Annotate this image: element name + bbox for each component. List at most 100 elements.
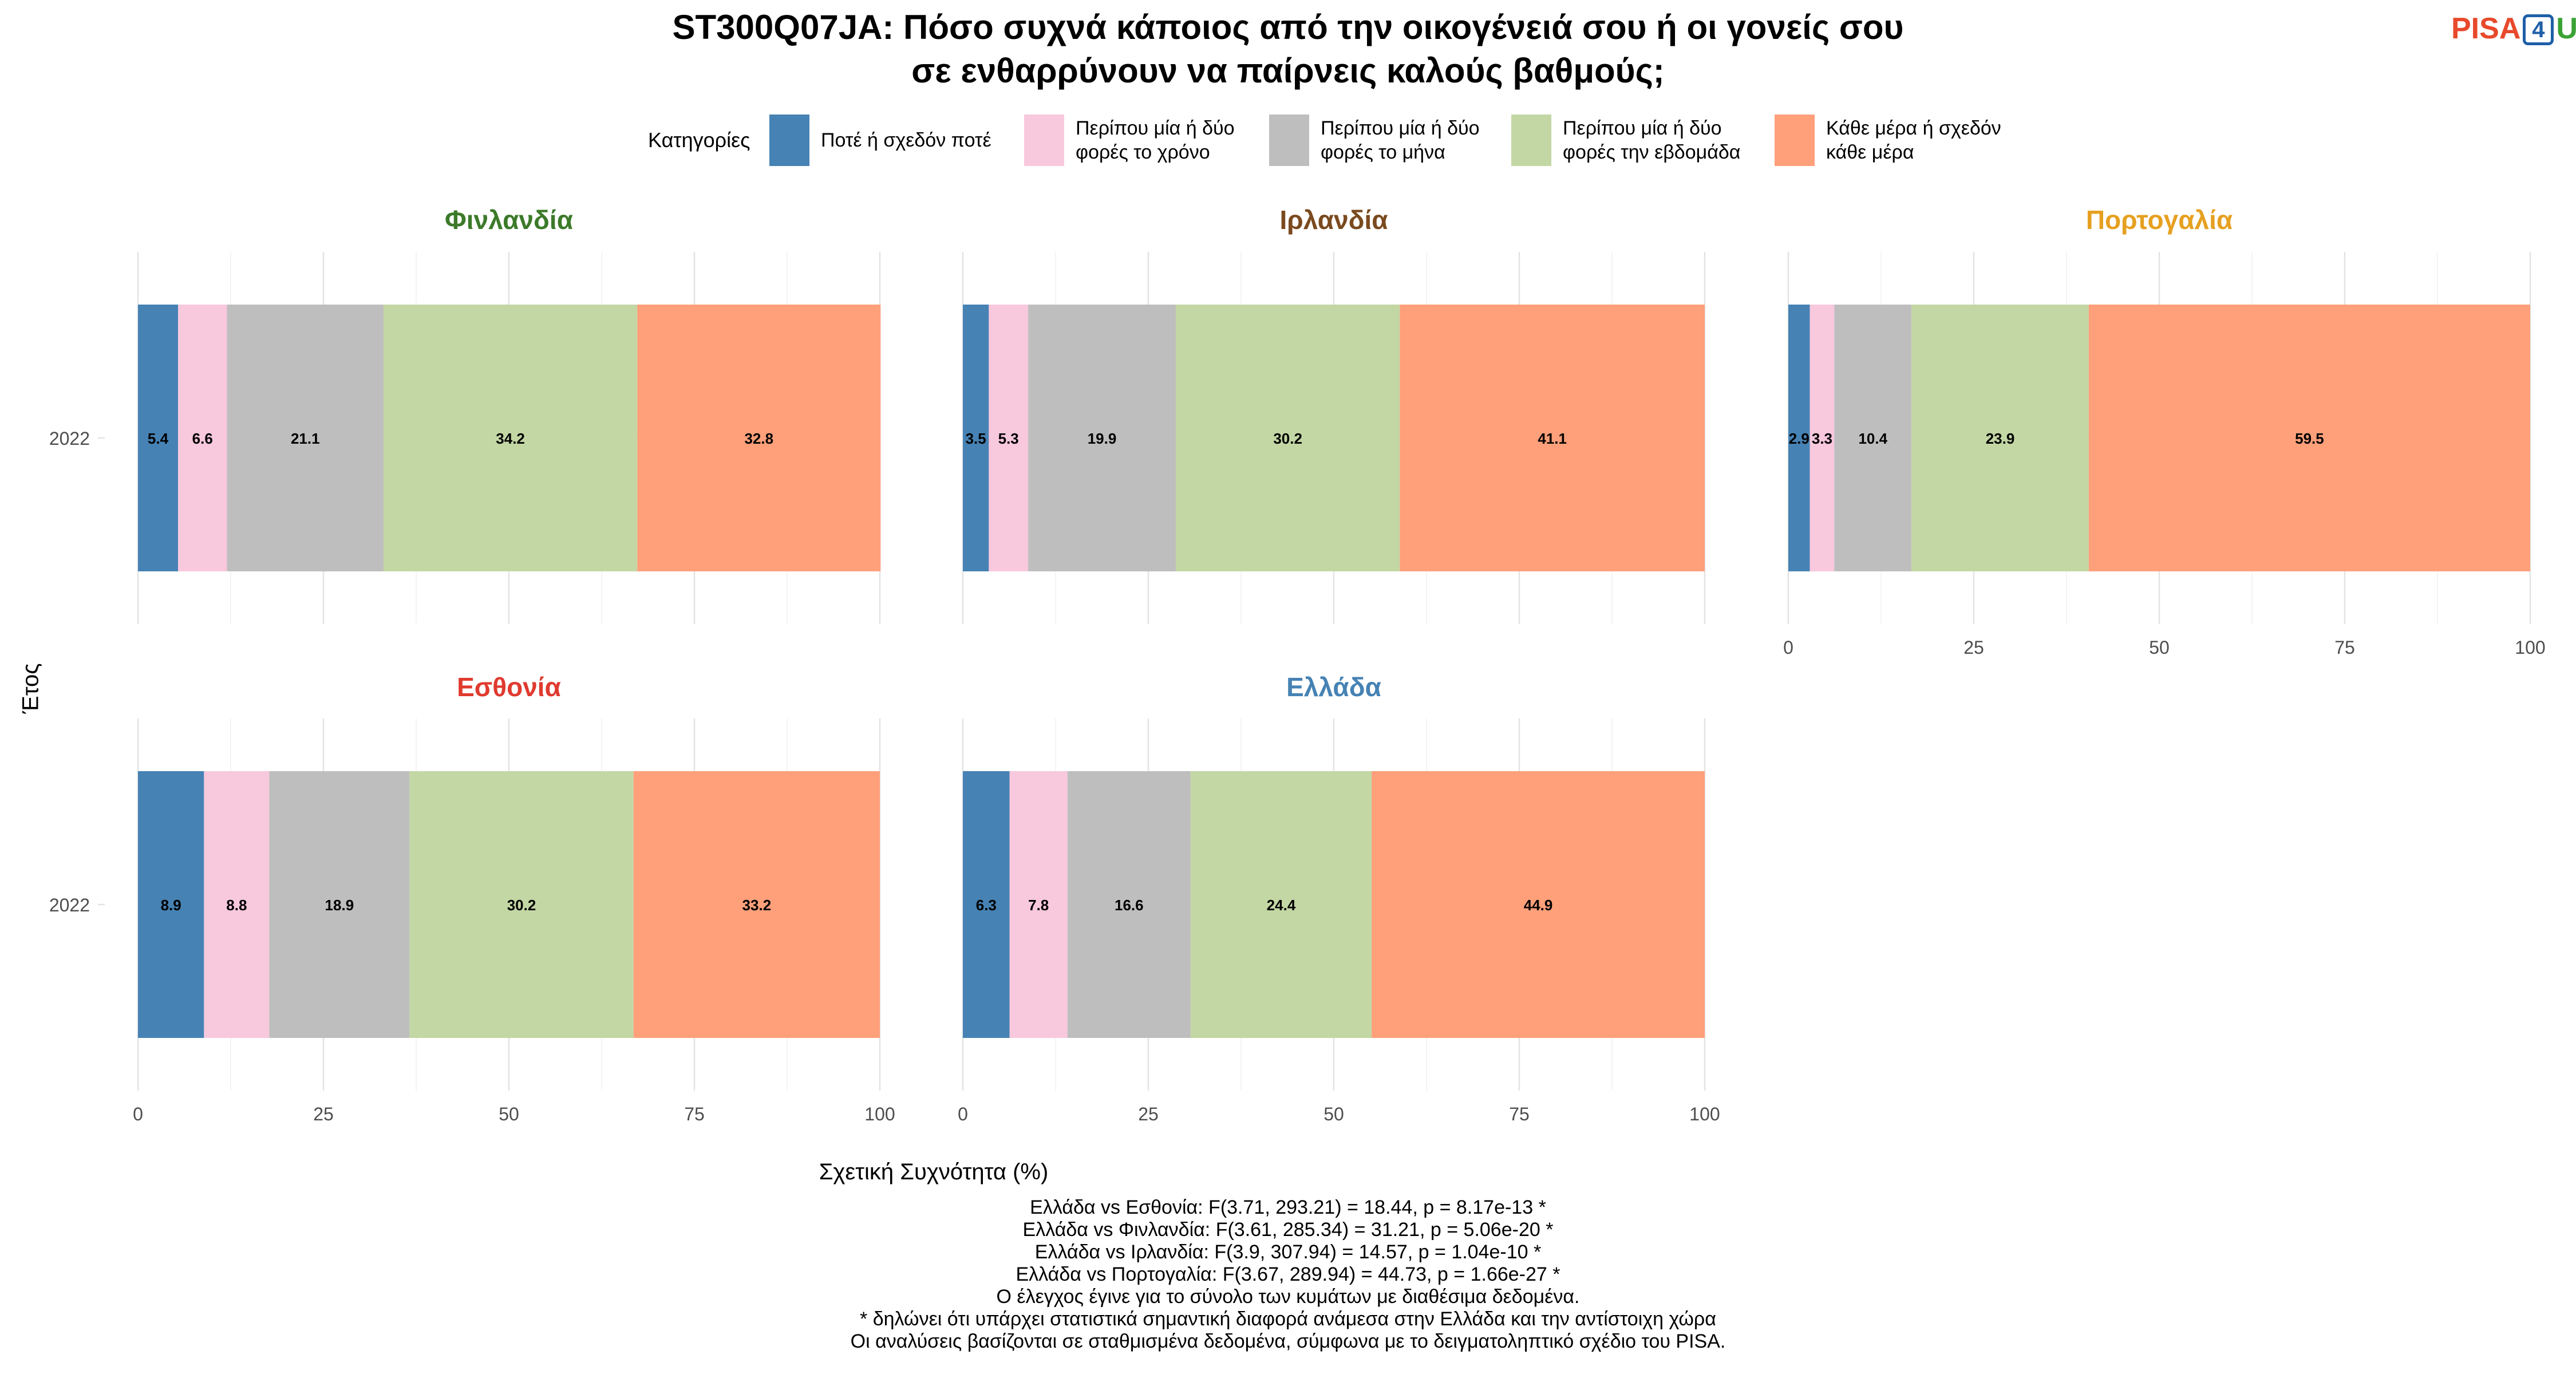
legend-label-yearly: Περίπου μία ή δύο φορές το χρόνο — [1076, 117, 1235, 163]
bar-segment-never — [138, 771, 204, 1038]
x-tick-label: 50 — [2149, 637, 2170, 658]
legend-label-monthly: Περίπου μία ή δύο φορές το μήνα — [1321, 117, 1480, 163]
data-label-weekly: 34.2 — [496, 430, 525, 447]
footer-line: Οι αναλύσεις βασίζονται σε σταθμισμένα δ… — [850, 1330, 1726, 1352]
footer-line: * δηλώνει ότι υπάρχει στατιστικά σημαντι… — [860, 1308, 1716, 1330]
x-tick-label: 100 — [2515, 637, 2545, 658]
bar-segment-yearly — [204, 771, 270, 1038]
data-label-daily: 59.5 — [2295, 430, 2324, 447]
y-tick-label: 2022 — [49, 895, 90, 915]
logo-u-text: U — [2556, 12, 2576, 45]
bar-segment-weekly — [1175, 305, 1400, 571]
legend-label-weekly: Περίπου μία ή δύο φορές την εβδομάδα — [1563, 117, 1741, 163]
footer-line: Ελλάδα vs Πορτογαλία: F(3.67, 289.94) = … — [1016, 1264, 1560, 1285]
facet-title: Ιρλανδία — [1279, 205, 1388, 235]
data-label-monthly: 10.4 — [1858, 430, 1887, 447]
data-label-daily: 44.9 — [1524, 897, 1553, 914]
x-tick-label: 0 — [958, 1104, 968, 1124]
facet-panel: Ιρλανδία 3.5 5.3 19.9 30.2 41.1 — [962, 205, 1706, 624]
footer-notes: Ελλάδα vs Εσθονία: F(3.71, 293.21) = 18.… — [0, 1197, 2576, 1353]
legend-label-never: Ποτέ ή σχεδόν ποτέ — [821, 129, 991, 151]
facet-title: Εσθονία — [457, 672, 561, 702]
data-label-yearly: 5.3 — [998, 430, 1019, 447]
data-label-weekly: 30.2 — [1273, 430, 1302, 447]
pisa4u-logo: PISA 4 U — [2451, 13, 2576, 45]
legend-swatch-daily — [1775, 114, 1815, 166]
facet-panel: Πορτογαλία 2.9 3.3 10.4 23.9 59.5 0 25 50 75 100 — [1783, 205, 2546, 658]
data-label-never: 3.5 — [966, 430, 986, 447]
data-label-monthly: 16.6 — [1115, 897, 1144, 914]
x-tick-label: 75 — [2334, 637, 2355, 658]
data-label-weekly: 23.9 — [1986, 430, 2015, 447]
x-tick-label: 100 — [864, 1104, 895, 1124]
logo-pisa-text: PISA — [2451, 12, 2521, 45]
y-tick-label: 2022 — [49, 428, 90, 449]
legend-swatch-never — [769, 114, 809, 166]
data-label-yearly: 7.8 — [1028, 897, 1049, 914]
chart-title-line-1: ST300Q07JA: Πόσο συχνά κάποιος από την ο… — [672, 8, 1904, 46]
facet-panel: Φινλανδία 2022 5.4 6.6 21.1 34.2 32.8 — [49, 205, 881, 624]
facet-title: Ελλάδα — [1286, 672, 1381, 702]
bar-segment-yearly — [989, 305, 1029, 571]
facet-title: Φινλανδία — [445, 205, 573, 235]
logo-four-box: 4 — [2523, 14, 2554, 45]
data-label-yearly: 6.6 — [192, 430, 213, 447]
x-tick-label: 75 — [1509, 1104, 1530, 1124]
bar-segment-yearly — [1809, 305, 1835, 571]
legend-swatch-monthly — [1269, 114, 1309, 166]
legend-swatch-weekly — [1511, 114, 1551, 166]
bar-segment-daily — [1372, 771, 1705, 1038]
data-label-yearly: 3.3 — [1812, 430, 1832, 447]
footer-line: Ελλάδα vs Ιρλανδία: F(3.9, 307.94) = 14.… — [1034, 1241, 1542, 1263]
data-label-daily: 41.1 — [1538, 430, 1567, 447]
bar-segment-weekly — [1911, 305, 2089, 571]
x-tick-label: 25 — [313, 1104, 334, 1124]
bar-segment-monthly — [1028, 305, 1176, 571]
bar-segment-never — [1788, 305, 1810, 571]
data-label-monthly: 21.1 — [291, 430, 320, 447]
data-label-monthly: 19.9 — [1088, 430, 1117, 447]
bar-segment-never — [963, 305, 989, 571]
x-tick-label: 75 — [684, 1104, 705, 1124]
footer-line: Ελλάδα vs Εσθονία: F(3.71, 293.21) = 18.… — [1030, 1197, 1546, 1218]
x-tick-label: 0 — [1783, 637, 1793, 658]
x-axis-label: Σχετική Συχνότητα (%) — [819, 1159, 1049, 1185]
data-label-never: 2.9 — [1789, 430, 1809, 447]
x-tick-label: 50 — [1323, 1104, 1344, 1124]
data-label-weekly: 30.2 — [507, 897, 536, 914]
bar-segment-daily — [2088, 305, 2530, 571]
y-axis-label: Έτος — [18, 663, 44, 714]
bar-segment-weekly — [1190, 771, 1372, 1038]
bar-segment-monthly — [269, 771, 410, 1038]
footer-line: Ο έλεγχος έγινε για το σύνολο των κυμάτω… — [996, 1286, 1580, 1308]
bar-segment-monthly — [227, 305, 384, 571]
chart-title: ST300Q07JA: Πόσο συχνά κάποιος από την ο… — [0, 6, 2576, 93]
legend-swatch-yearly — [1024, 114, 1064, 166]
data-label-never: 6.3 — [976, 897, 997, 914]
bar-segment-never — [138, 305, 178, 571]
facet-title: Πορτογαλία — [2086, 205, 2233, 235]
x-tick-label: 50 — [499, 1104, 519, 1124]
data-label-daily: 32.8 — [744, 430, 773, 447]
bar-segment-weekly — [409, 771, 634, 1038]
bar-segment-monthly — [1834, 305, 1912, 571]
bar-segment-weekly — [383, 305, 638, 571]
legend-label-daily: Κάθε μέρα ή σχεδόν κάθε μέρα — [1826, 117, 2001, 163]
bar-segment-daily — [1400, 305, 1705, 571]
data-label-weekly: 24.4 — [1267, 897, 1296, 914]
x-tick-label: 100 — [1689, 1104, 1720, 1124]
data-label-yearly: 8.8 — [226, 897, 247, 914]
x-tick-label: 25 — [1138, 1104, 1159, 1124]
x-tick-label: 0 — [133, 1104, 143, 1124]
bar-segment-daily — [633, 771, 880, 1038]
bar-segment-never — [963, 771, 1010, 1038]
x-tick-label: 25 — [1963, 637, 1984, 658]
facet-panel: Ελλάδα 6.3 7.8 16.6 24.4 44.9 0 25 50 75 100 — [958, 672, 1720, 1124]
legend-title: Κατηγορίες — [648, 128, 750, 152]
data-label-never: 8.9 — [161, 897, 181, 914]
bar-segment-yearly — [177, 305, 227, 571]
facet-panel: Εσθονία 2022 8.9 8.8 18.9 30.2 33.2 0 25 50 75 100 — [49, 672, 895, 1124]
chart-title-line-2: σε ενθαρρύνουν να παίρνεις καλούς βαθμού… — [911, 52, 1665, 90]
data-label-monthly: 18.9 — [325, 897, 354, 914]
